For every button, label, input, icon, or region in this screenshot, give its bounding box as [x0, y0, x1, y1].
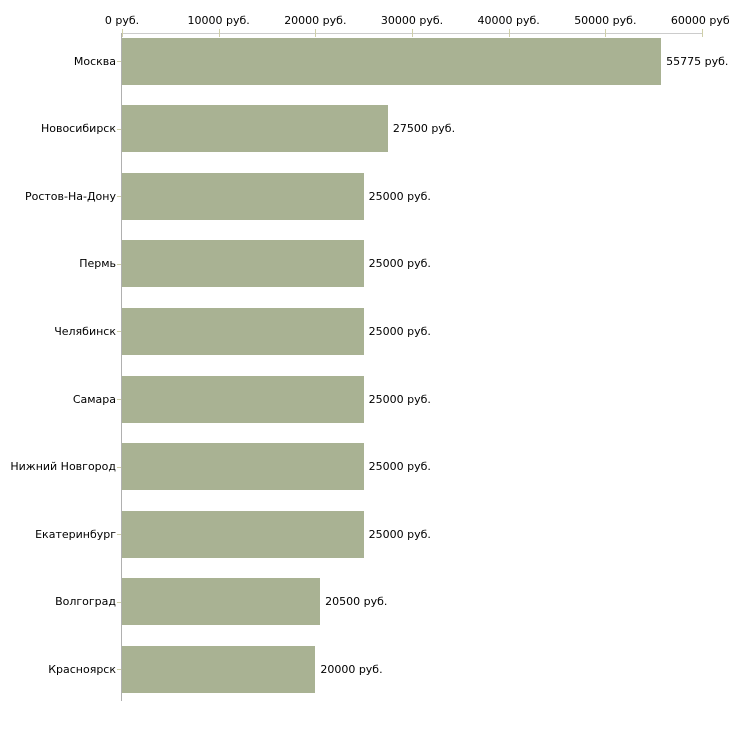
category-label: Москва [73, 54, 116, 68]
value-label: 25000 руб. [368, 460, 431, 474]
category-tick [117, 61, 121, 62]
value-label: 25000 руб. [368, 257, 431, 271]
category-label: Ростов-На-Дону [24, 189, 116, 203]
bar [122, 645, 316, 693]
category-tick [117, 466, 121, 468]
category-tick [117, 399, 121, 400]
category-tick [117, 534, 121, 536]
bar-row: Ростов-На-Дону 25000 руб. [0, 168, 730, 236]
bar-row: Челябинск 25000 руб. [0, 303, 730, 371]
category-label: Волгоград [55, 595, 116, 609]
x-tick [605, 29, 607, 37]
x-tick-label: 40000 руб. [477, 14, 540, 27]
category-label: Красноярск [48, 662, 116, 676]
x-tick-label: 20000 руб. [284, 14, 347, 27]
bar-row: Красноярск 20000 руб. [0, 641, 730, 709]
category-tick [117, 669, 121, 671]
bar [122, 510, 364, 558]
bar [122, 578, 321, 626]
category-tick [117, 196, 121, 198]
x-tick [218, 29, 220, 37]
x-tick [122, 29, 123, 37]
bar-row: Москва 55775 руб. [0, 33, 730, 101]
value-label: 20500 руб. [325, 595, 388, 609]
bar [122, 375, 364, 423]
value-label: 25000 руб. [368, 392, 431, 406]
value-label: 27500 руб. [392, 122, 456, 136]
x-tick [702, 29, 703, 37]
x-tick [412, 29, 413, 37]
x-tick-label: 30000 руб. [380, 14, 444, 27]
x-tick [315, 29, 317, 37]
x-tick-label: 60000 руб. [670, 14, 730, 27]
bar-row: Новосибирск 27500 руб. [0, 101, 730, 169]
category-tick [117, 128, 121, 130]
bar [122, 240, 364, 288]
category-tick [117, 331, 121, 333]
category-label: Самара [72, 392, 116, 406]
bar-row: Екатеринбург 25000 руб. [0, 506, 730, 574]
bar [122, 307, 364, 355]
y-axis-line [121, 33, 122, 701]
bar [122, 443, 364, 491]
bar [122, 37, 662, 85]
value-label: 20000 руб. [320, 662, 383, 676]
category-label: Челябинск [54, 324, 116, 338]
bar-row: Волгоград 20500 руб. [0, 574, 730, 642]
x-tick [508, 29, 510, 37]
bar [122, 105, 388, 153]
x-tick-label: 50000 руб. [574, 14, 637, 27]
value-label: 25000 руб. [368, 527, 431, 541]
bar-row: Нижний Новгород 25000 руб. [0, 439, 730, 507]
category-label: Екатеринбург [35, 527, 116, 541]
bar-row: Самара 25000 руб. [0, 371, 730, 439]
category-tick [117, 601, 121, 603]
category-label: Новосибирск [40, 122, 116, 136]
value-label: 25000 руб. [368, 189, 431, 203]
bar [122, 172, 364, 220]
category-tick [117, 263, 121, 265]
value-label: 55775 руб. [666, 54, 729, 68]
category-label: Пермь [79, 257, 116, 271]
x-tick-label: 10000 руб. [187, 14, 250, 27]
bar-row: Пермь 25000 руб. [0, 236, 730, 304]
value-label: 25000 руб. [368, 324, 431, 338]
x-tick-label: 0 руб. [104, 14, 140, 27]
category-label: Нижний Новгород [10, 460, 116, 474]
